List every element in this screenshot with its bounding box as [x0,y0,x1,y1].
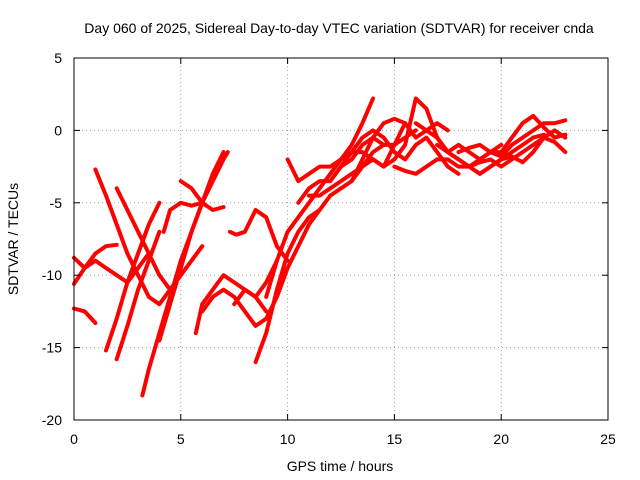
series-line-12 [193,258,279,336]
x-axis-label: GPS time / hours [287,458,394,474]
series-line-7 [114,229,162,362]
y-tick-label: -15 [42,340,62,356]
y-tick-label: 5 [54,50,62,66]
series-line-2 [72,306,98,325]
x-tick-label: 15 [387,431,403,447]
y-tick-label: -10 [42,267,62,283]
series-line-16 [253,208,322,365]
y-tick-label: 0 [54,122,62,138]
axis-ticks: 0 5 10 15 20 25 -20 -15 -10 -5 0 5 [42,50,616,447]
x-tick-label: 25 [600,431,616,447]
plot-series [72,96,568,398]
series-line-9 [157,150,230,343]
series-line-11 [178,179,226,212]
y-axis-label: SDTVAR / TECUs [5,183,21,295]
x-tick-label: 10 [280,431,296,447]
series-line-13 [200,287,269,328]
series-line-17 [264,193,333,321]
x-tick-label: 20 [493,431,509,447]
grid-lines [74,58,608,420]
series-line-19 [285,121,408,184]
y-tick-label: -5 [50,195,63,211]
series-line-4 [93,167,183,307]
chart-title: Day 060 of 2025, Sidereal Day-to-day VTE… [84,20,594,36]
plot-frame [73,57,609,421]
series-line-28 [456,113,568,155]
series-line-5 [104,200,162,353]
x-tick-label: 0 [70,431,78,447]
series-line-18 [264,96,375,299]
series-line-29 [477,128,568,176]
x-tick-label: 5 [177,431,185,447]
series-line-24 [349,96,504,184]
series-line-6 [114,186,205,292]
series-line-10 [161,200,205,234]
series-line-14 [232,287,269,314]
series-line-15 [227,208,290,263]
series-line-8 [140,150,226,398]
series-line-23 [339,128,461,176]
series-line-1 [72,242,119,270]
y-tick-label: -20 [42,412,62,428]
